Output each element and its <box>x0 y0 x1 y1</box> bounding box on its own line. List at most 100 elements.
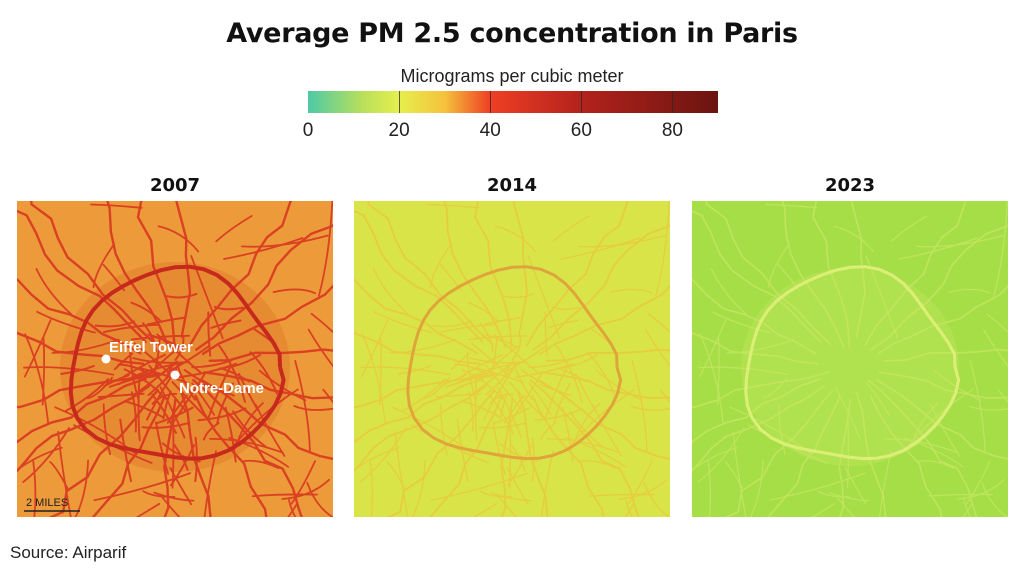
road <box>94 320 136 328</box>
road <box>625 499 633 517</box>
road <box>401 378 446 412</box>
road <box>17 209 147 343</box>
road <box>699 319 727 378</box>
road <box>123 368 167 400</box>
color-scale-bar <box>308 91 718 113</box>
year-label-2023: 2023 <box>824 175 876 196</box>
road <box>832 225 874 253</box>
road <box>545 348 670 362</box>
road <box>146 316 186 326</box>
road <box>589 493 655 497</box>
road <box>551 306 581 310</box>
road <box>838 398 852 517</box>
road <box>817 490 850 498</box>
road <box>354 278 479 355</box>
road <box>157 225 200 253</box>
road <box>238 372 259 412</box>
road <box>397 365 432 375</box>
road <box>307 328 333 368</box>
road <box>440 324 495 333</box>
road <box>169 372 206 429</box>
road <box>870 224 1008 351</box>
road <box>507 444 532 486</box>
road <box>506 467 529 505</box>
road <box>692 331 819 365</box>
road <box>23 366 115 376</box>
road <box>962 504 972 517</box>
road <box>354 331 481 365</box>
road <box>909 402 939 449</box>
road <box>202 383 235 397</box>
road <box>499 390 509 420</box>
road <box>155 406 194 425</box>
road <box>168 345 210 373</box>
road <box>166 292 198 299</box>
road <box>30 201 157 346</box>
road <box>197 407 247 422</box>
road <box>778 403 786 455</box>
road <box>93 472 191 502</box>
road <box>74 459 89 517</box>
road <box>117 363 151 376</box>
road <box>571 402 601 449</box>
road <box>965 460 991 505</box>
road <box>520 369 554 390</box>
road <box>539 284 670 355</box>
road <box>512 201 528 338</box>
road <box>534 407 584 421</box>
road <box>461 400 501 418</box>
road <box>575 373 596 411</box>
road <box>867 379 978 517</box>
road <box>360 366 452 376</box>
road <box>354 210 484 343</box>
road <box>997 389 1008 404</box>
road <box>717 337 720 406</box>
road <box>781 201 845 348</box>
road <box>123 400 165 419</box>
road <box>828 492 870 502</box>
road <box>724 461 744 489</box>
road <box>432 320 472 328</box>
road <box>916 460 955 469</box>
road <box>91 395 166 517</box>
notre-dame-marker <box>170 370 180 380</box>
road <box>354 378 484 444</box>
road <box>493 333 540 375</box>
road <box>102 403 111 456</box>
road <box>812 201 851 348</box>
road <box>844 467 867 505</box>
road <box>470 342 508 375</box>
road-network <box>354 201 670 517</box>
road <box>90 203 143 209</box>
road <box>647 313 670 333</box>
road <box>161 442 201 463</box>
road <box>306 482 333 517</box>
road <box>200 378 333 461</box>
road <box>166 394 188 424</box>
road <box>429 395 503 517</box>
road <box>17 446 63 472</box>
road <box>609 288 653 294</box>
road <box>430 472 528 501</box>
eiffel-tower-marker <box>101 354 111 364</box>
road <box>540 371 670 400</box>
road <box>210 319 242 329</box>
road <box>517 390 549 517</box>
road <box>373 311 433 334</box>
road <box>207 311 212 357</box>
road <box>514 363 574 378</box>
road <box>32 460 37 517</box>
road <box>767 396 841 517</box>
chart-title: Average PM 2.5 concentration in Paris <box>226 18 798 49</box>
road <box>17 377 147 444</box>
road <box>183 369 217 390</box>
road <box>565 437 626 468</box>
road <box>503 293 535 299</box>
road <box>249 351 278 395</box>
road <box>705 201 832 346</box>
ring-road <box>68 264 286 461</box>
road <box>460 368 503 400</box>
road <box>492 421 506 475</box>
road <box>456 418 469 482</box>
road <box>479 322 494 352</box>
